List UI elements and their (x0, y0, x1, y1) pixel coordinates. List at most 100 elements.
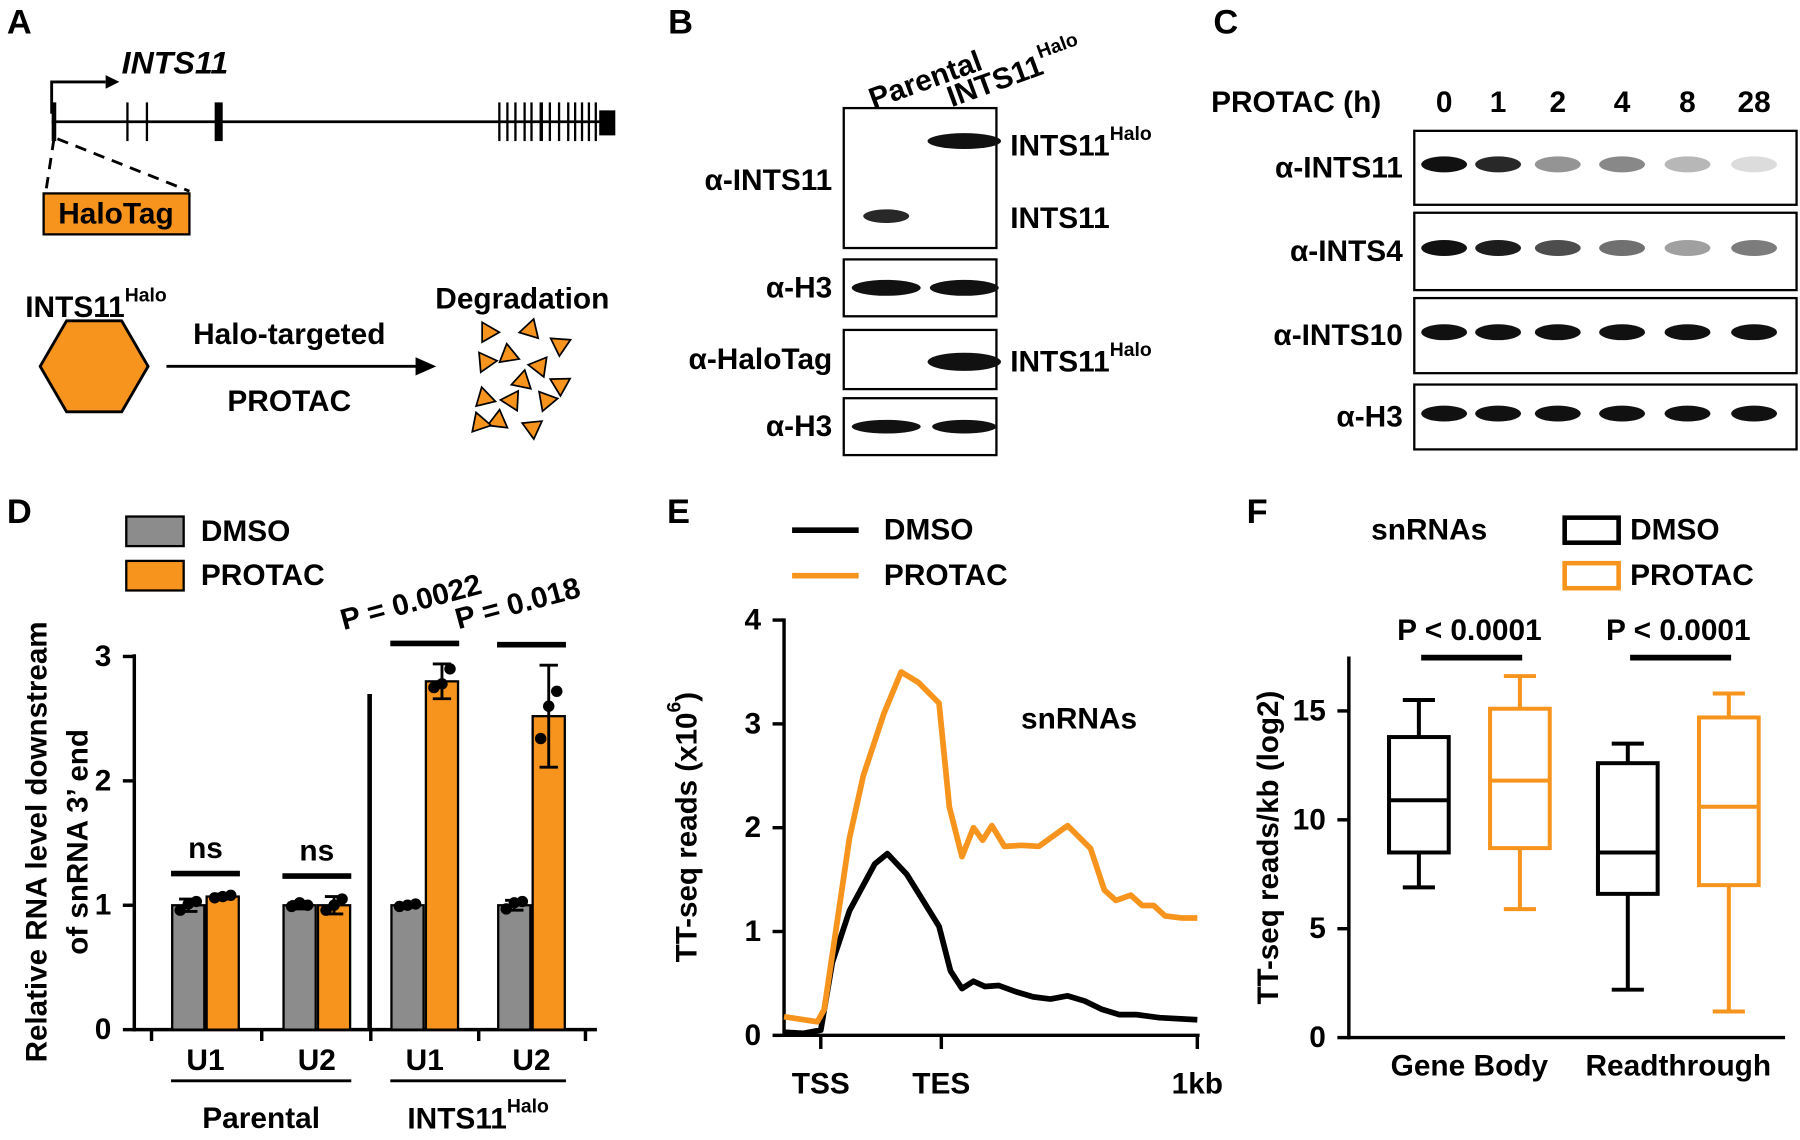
fragment (474, 385, 498, 408)
band (863, 209, 910, 223)
y-tick-label: 10 (1293, 803, 1326, 836)
legend-label: DMSO (884, 514, 974, 547)
halotag-label: HaloTag (58, 197, 173, 230)
band (1421, 240, 1468, 256)
band (1664, 405, 1711, 422)
legend-label: DMSO (201, 515, 291, 548)
replicate-point (534, 732, 547, 745)
band (1664, 324, 1711, 341)
fragment (498, 342, 521, 364)
fragment (537, 390, 560, 413)
replicate-point (336, 893, 348, 905)
outcome-label: Degradation (435, 283, 609, 316)
legend-label: PROTAC (884, 559, 1008, 592)
bar (171, 904, 206, 1031)
band (1475, 405, 1522, 422)
zoom-line (56, 137, 190, 193)
data-line (783, 850, 1198, 1037)
lane-label-part: Halo (1034, 29, 1081, 63)
band (1599, 240, 1646, 256)
gene-name: INTS11 (122, 45, 229, 81)
fragment (549, 337, 573, 358)
box (1595, 761, 1660, 896)
replicate-point (328, 899, 340, 911)
band-label: INTS11Halo (1010, 123, 1152, 162)
fragment (471, 410, 493, 434)
x-tick-label: Gene Body (1391, 1050, 1549, 1083)
p-value: ns (299, 835, 334, 868)
y-axis-label: Relative RNA level downstream (20, 621, 53, 1062)
x-tick-label: 1kb (1172, 1068, 1223, 1101)
band (927, 352, 1002, 371)
protein-label-part: INTS11 (25, 291, 125, 324)
panel-label: D (7, 493, 32, 531)
fragment (478, 351, 499, 374)
exon (580, 102, 584, 142)
y-tick-label: 0 (1309, 1021, 1326, 1054)
blot-label: α-HaloTag (689, 343, 833, 376)
exon (573, 102, 577, 142)
bar (316, 904, 352, 1031)
group-label: Parental (202, 1102, 320, 1135)
arrow-label: PROTAC (227, 385, 351, 418)
band-label-part: INTS11 (1010, 129, 1110, 162)
band-label: INTS11Halo (1010, 340, 1152, 379)
band-label: INTS11 (1010, 202, 1110, 235)
band (1534, 240, 1581, 256)
panel-label: B (668, 4, 693, 42)
band (1534, 405, 1581, 422)
blot-label: α-H3 (766, 271, 832, 304)
bar (282, 904, 317, 1031)
fragment (481, 320, 502, 344)
exon (587, 102, 591, 142)
band (1731, 405, 1778, 422)
band (929, 279, 999, 296)
y-tick-label: 5 (1309, 912, 1326, 945)
lane-label: 28 (1737, 86, 1770, 119)
replicate-point (516, 895, 529, 908)
legend-label: PROTAC (201, 559, 325, 592)
band (1475, 240, 1522, 256)
protein-label-part: Halo (125, 285, 167, 306)
band (851, 419, 921, 434)
exon (514, 102, 517, 142)
tss-arrow (50, 80, 106, 114)
y-tick-label: 1 (744, 915, 761, 948)
replicate-point (301, 899, 314, 911)
bar (424, 680, 460, 1031)
exon (214, 102, 223, 142)
p-value: P < 0.0001 (1397, 614, 1542, 647)
y-axis-label: TT-seq reads/kb (log2) (1252, 691, 1285, 1005)
legend-label: PROTAC (1630, 559, 1754, 592)
band (1475, 156, 1522, 173)
band (1599, 405, 1646, 422)
box (1387, 735, 1451, 855)
blot-label: α-INTS11 (1275, 151, 1403, 184)
exon (126, 102, 129, 142)
band (1599, 156, 1646, 173)
replicate-point (551, 685, 563, 697)
exon (51, 102, 57, 142)
exon (498, 102, 501, 142)
x-tick-label: U2 (512, 1044, 550, 1077)
replicate-point (436, 678, 448, 690)
blot-label: α-H3 (1336, 401, 1402, 434)
y-tick-label: 1 (95, 889, 112, 922)
bar (497, 904, 532, 1031)
annotation: snRNAs (1021, 703, 1137, 736)
y-axis-label: of snRNA 3’ end (61, 729, 94, 955)
x-tick-label: Readthrough (1585, 1050, 1771, 1083)
y-tick-label: 2 (95, 764, 112, 797)
fragment (486, 408, 509, 429)
blot-label: α-INTS4 (1290, 235, 1403, 268)
blot-frame (842, 106, 998, 250)
exon (530, 102, 533, 142)
exon (594, 102, 597, 142)
replicate-point (225, 889, 237, 901)
band (1534, 156, 1581, 173)
band (1664, 240, 1711, 256)
fragment (498, 389, 520, 413)
error-bar (539, 663, 558, 769)
